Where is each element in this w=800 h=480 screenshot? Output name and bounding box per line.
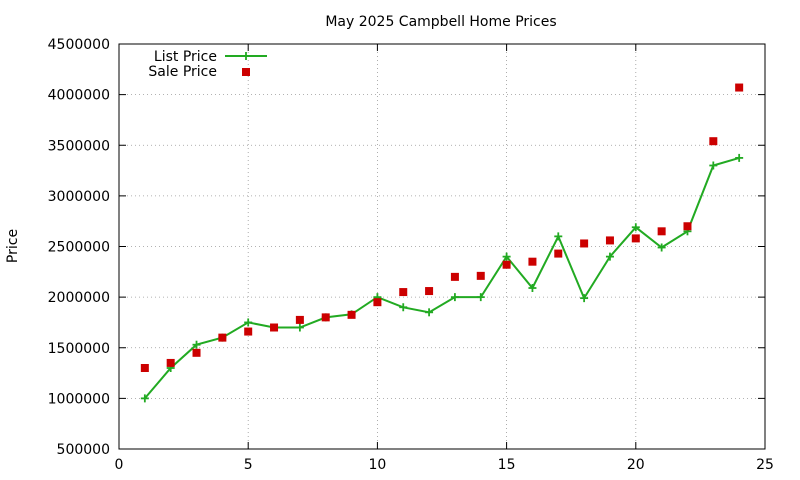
x-tick-label: 5 — [244, 457, 253, 473]
sale-price-point — [476, 271, 485, 280]
list-price-point — [502, 252, 511, 261]
y-tick-label: 4000000 — [48, 88, 110, 104]
sale-price-point — [244, 327, 253, 336]
sale-price-point — [528, 257, 537, 266]
list-price-point — [631, 223, 640, 232]
sale-price-point — [580, 239, 589, 248]
series-layer — [140, 83, 744, 403]
x-tick-label: 15 — [498, 457, 516, 473]
legend-label-sale-price: Sale Price — [148, 64, 217, 80]
y-tick-label: 1000000 — [48, 391, 110, 407]
legend-marker-list-price — [242, 52, 250, 60]
chart-title: May 2025 Campbell Home Prices — [325, 14, 556, 30]
sale-price-point — [373, 298, 382, 307]
list-price-point — [476, 293, 485, 302]
grid-lines — [119, 44, 765, 449]
sale-price-point — [270, 323, 279, 332]
y-tick-label: 500000 — [57, 442, 110, 458]
y-tick-label: 2000000 — [48, 290, 110, 306]
sale-price-point — [709, 137, 718, 146]
sale-price-point — [631, 234, 640, 243]
list-price-point — [580, 294, 589, 303]
list-price-point — [735, 153, 744, 162]
list-price-point — [554, 232, 563, 241]
y-tick-labels: 500000 1000000 1500000 2000000 2500000 300000… — [48, 37, 110, 458]
sale-price-point — [683, 222, 692, 231]
sale-price-point — [450, 272, 459, 281]
sale-price-point — [735, 83, 744, 92]
sale-price-point — [399, 288, 408, 297]
sale-price-point — [657, 227, 666, 236]
y-tick-label: 1500000 — [48, 341, 110, 357]
x-tick-label: 20 — [627, 457, 645, 473]
sale-price-point — [295, 315, 304, 324]
list-price-point — [425, 308, 434, 317]
list-price-point — [528, 284, 537, 293]
sale-price-point — [425, 287, 434, 296]
list-price-line — [144, 156, 740, 400]
list-price-point — [140, 394, 149, 403]
sale-price-point — [605, 236, 614, 245]
y-tick-label: 3000000 — [48, 189, 110, 205]
y-axis-label: Price — [5, 229, 21, 263]
sale-price-point — [166, 358, 175, 367]
sale-price-point — [321, 313, 330, 322]
sale-price-point — [192, 348, 201, 357]
x-tick-label: 25 — [756, 457, 774, 473]
list-price-point — [192, 340, 201, 349]
list-price-point — [244, 318, 253, 327]
list-price-point — [605, 252, 614, 261]
sale-price-point — [554, 249, 563, 258]
sale-price-point — [502, 260, 511, 269]
sale-price-point — [140, 364, 149, 372]
x-tick-label: 10 — [368, 457, 386, 473]
sale-price-point — [347, 310, 356, 319]
sale-price-point — [218, 333, 227, 342]
list-price-point — [399, 303, 408, 312]
x-tick-labels: 0 5 10 15 20 25 — [115, 457, 774, 473]
legend-label-list-price: List Price — [154, 49, 217, 65]
legend-marker-sale-price — [242, 68, 250, 76]
list-price-point — [709, 161, 718, 170]
list-price-point — [450, 293, 459, 302]
y-tick-label: 2500000 — [48, 240, 110, 256]
y-tick-label: 4500000 — [48, 37, 110, 53]
y-tick-label: 3500000 — [48, 138, 110, 154]
x-tick-label: 0 — [115, 457, 124, 473]
list-price-point — [657, 243, 666, 252]
axis-ticks — [118, 43, 766, 450]
list-price-point — [295, 323, 304, 332]
